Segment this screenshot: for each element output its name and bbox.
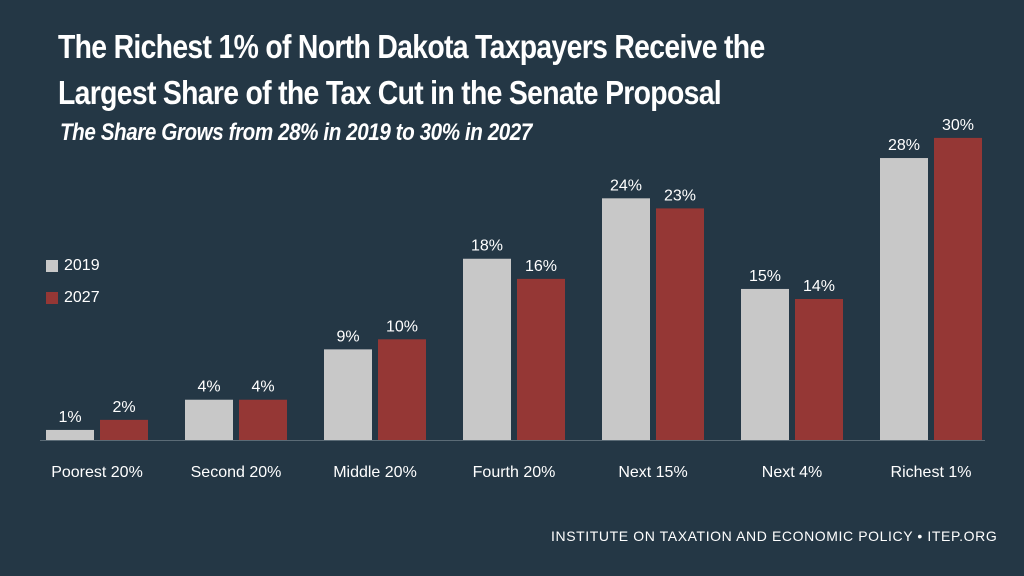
data-label-2027-0: 2% xyxy=(112,399,135,416)
bar-2027-0 xyxy=(100,419,148,440)
data-label-2019-6: 28% xyxy=(888,137,920,154)
bar-2027-2 xyxy=(378,339,426,440)
data-label-2027-3: 16% xyxy=(525,258,557,275)
category-label-5: Next 4% xyxy=(762,464,822,481)
bar-2019-5 xyxy=(741,288,789,440)
bar-2027-4 xyxy=(656,208,704,440)
legend-swatch-2019 xyxy=(46,260,58,272)
bar-2019-1 xyxy=(185,399,233,440)
bar-2019-0 xyxy=(46,429,94,440)
legend-swatch-2027 xyxy=(46,292,58,304)
data-label-2019-0: 1% xyxy=(58,409,81,426)
bar-2019-4 xyxy=(602,198,650,440)
category-label-3: Fourth 20% xyxy=(473,464,556,481)
bar-2019-2 xyxy=(324,349,372,440)
title-line-1: The Richest 1% of North Dakota Taxpayers… xyxy=(58,28,765,65)
bar-2027-3 xyxy=(517,278,565,440)
bar-2027-1 xyxy=(239,399,287,440)
title-line-2: Largest Share of the Tax Cut in the Sena… xyxy=(58,74,722,111)
category-label-4: Next 15% xyxy=(618,464,687,481)
data-label-2019-5: 15% xyxy=(749,268,781,285)
chart-title: The Richest 1% of North Dakota Taxpayers… xyxy=(58,24,832,116)
bar-2027-5 xyxy=(795,299,843,440)
category-label-6: Richest 1% xyxy=(891,464,972,481)
data-label-2027-6: 30% xyxy=(942,117,974,134)
chart-subtitle: The Share Grows from 28% in 2019 to 30% … xyxy=(60,119,532,146)
data-label-2027-2: 10% xyxy=(386,318,418,335)
legend-label-2027: 2027 xyxy=(64,289,100,306)
legend-item-2019: 2019 xyxy=(46,256,100,276)
category-label-2: Middle 20% xyxy=(333,464,417,481)
source-footer: INSTITUTE ON TAXATION AND ECONOMIC POLIC… xyxy=(551,528,998,544)
bar-2019-3 xyxy=(463,258,511,440)
data-label-2019-1: 4% xyxy=(197,379,220,396)
data-label-2027-4: 23% xyxy=(664,187,696,204)
category-label-0: Poorest 20% xyxy=(51,464,143,481)
data-label-2027-5: 14% xyxy=(803,278,835,295)
legend-label-2019: 2019 xyxy=(64,257,100,274)
category-label-1: Second 20% xyxy=(191,464,282,481)
bar-2019-6 xyxy=(880,158,928,441)
bar-2027-6 xyxy=(934,137,982,440)
data-label-2019-3: 18% xyxy=(471,238,503,255)
legend-item-2027: 2027 xyxy=(46,288,100,308)
data-label-2027-1: 4% xyxy=(251,379,274,396)
data-label-2019-4: 24% xyxy=(610,177,642,194)
chart-legend: 2019 2027 xyxy=(46,256,100,320)
data-label-2019-2: 9% xyxy=(336,328,359,345)
